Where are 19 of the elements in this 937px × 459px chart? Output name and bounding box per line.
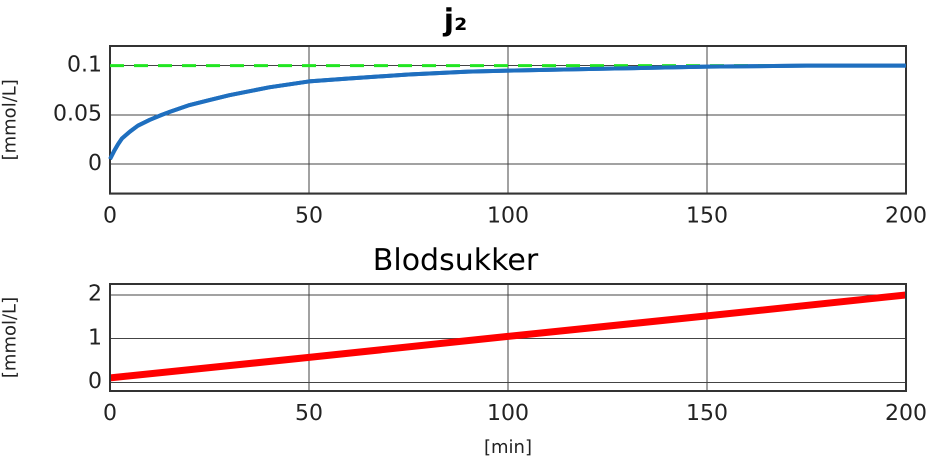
x-tick-label: 100	[487, 204, 529, 229]
x-tick-label: 200	[885, 400, 928, 426]
y-tick-label: 1	[88, 325, 102, 350]
x-tick-label: 50	[295, 204, 323, 229]
y-tick-label: 0.05	[53, 102, 102, 127]
y-axis-title: [mmol/L]	[0, 79, 20, 160]
chart-title: Blodsukker	[372, 242, 539, 278]
x-tick-label: 100	[487, 400, 529, 426]
y-tick-label: 0	[88, 150, 102, 176]
y-axis-title: [mmol/L]	[0, 296, 20, 378]
chart-title: j₂	[442, 2, 468, 38]
x-axis-title: [min]	[484, 436, 532, 458]
x-tick-label: 150	[686, 204, 728, 229]
y-tick-label: 0.1	[67, 52, 102, 78]
y-tick-label: 0	[88, 368, 102, 394]
x-tick-label: 150	[686, 400, 728, 426]
x-tick-label: 200	[885, 204, 928, 229]
x-tick-label: 50	[295, 400, 323, 426]
y-tick-label: 2	[88, 282, 102, 307]
